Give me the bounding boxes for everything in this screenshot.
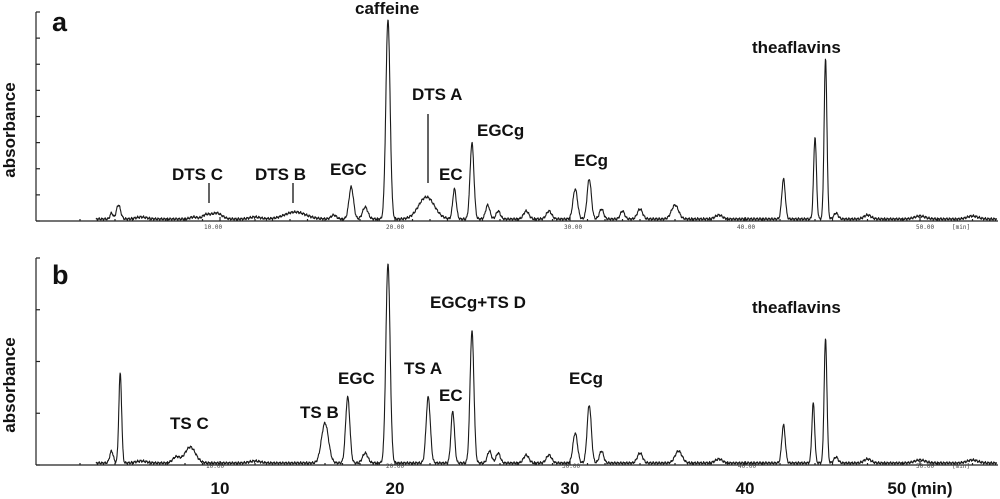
xtick-label-20: 20 — [386, 479, 405, 498]
panel-a-ylabel: absorbance — [0, 82, 19, 177]
label-ecg-b: ECg — [569, 369, 603, 388]
xtick-label-30: 30 — [561, 479, 580, 498]
a-mini-tick-50: 50.00 — [916, 224, 934, 231]
label-theaflavins-b: theaflavins — [752, 298, 841, 317]
panel-b-ylabel: absorbance — [0, 337, 19, 432]
panel-a-peak-labels: caffeine DTS A EGCg EC ECg theaflavins E… — [172, 0, 841, 203]
panel-b-xtick-labels: 10 20 30 40 50 (min) — [211, 479, 953, 498]
label-dts-c: DTS C — [172, 165, 223, 184]
panel-b-letter: b — [52, 260, 69, 290]
label-egc-b: EGC — [338, 369, 375, 388]
panel-a: a absorbance 10.00 20.00 30.00 40.00 50.… — [0, 0, 998, 231]
panel-b-trace-ticks: 10.00 20.00 30.00 40.00 50.00 [min] — [206, 463, 970, 470]
label-egc: EGC — [330, 160, 367, 179]
panel-a-trace-ticks: 10.00 20.00 30.00 40.00 50.00 [min] — [204, 224, 970, 231]
label-theaflavins: theaflavins — [752, 38, 841, 57]
label-egcg: EGCg — [477, 121, 524, 140]
label-ts-c: TS C — [170, 414, 209, 433]
panel-b-peak-labels: EGCg+TS D TS A EC EGC TS B TS C ECg thea… — [170, 293, 841, 433]
label-dts-b: DTS B — [255, 165, 306, 184]
b-mini-tick-30: 30.00 — [562, 463, 580, 470]
panel-b: b absorbance 10.00 20.00 30.00 40.00 50.… — [0, 257, 998, 498]
a-mini-tick-unit: [min] — [952, 224, 970, 231]
a-mini-tick-10: 10.00 — [204, 224, 222, 231]
b-mini-tick-unit: [min] — [952, 463, 970, 470]
label-caffeine: caffeine — [355, 0, 419, 18]
panel-b-trace — [95, 263, 998, 465]
xtick-label-50-min: 50 (min) — [887, 479, 952, 498]
label-ts-a: TS A — [404, 359, 442, 378]
panel-a-letter: a — [52, 7, 68, 37]
b-mini-tick-40: 40.00 — [738, 463, 756, 470]
b-mini-tick-50: 50.00 — [916, 463, 934, 470]
b-mini-tick-20: 20.00 — [386, 463, 404, 470]
a-mini-tick-40: 40.00 — [737, 224, 755, 231]
panel-b-axes — [35, 257, 998, 466]
label-egcg-ts-d: EGCg+TS D — [430, 293, 526, 312]
xtick-label-40: 40 — [736, 479, 755, 498]
panel-a-trace — [95, 19, 998, 221]
b-mini-tick-10: 10.00 — [206, 463, 224, 470]
label-ec-b: EC — [439, 386, 463, 405]
xtick-label-10: 10 — [211, 479, 230, 498]
label-ts-b: TS B — [300, 403, 339, 422]
label-ec: EC — [439, 165, 463, 184]
panel-a-axes — [35, 11, 998, 222]
a-mini-tick-20: 20.00 — [386, 224, 404, 231]
label-dts-a: DTS A — [412, 85, 462, 104]
a-mini-tick-30: 30.00 — [564, 224, 582, 231]
label-ecg: ECg — [574, 151, 608, 170]
